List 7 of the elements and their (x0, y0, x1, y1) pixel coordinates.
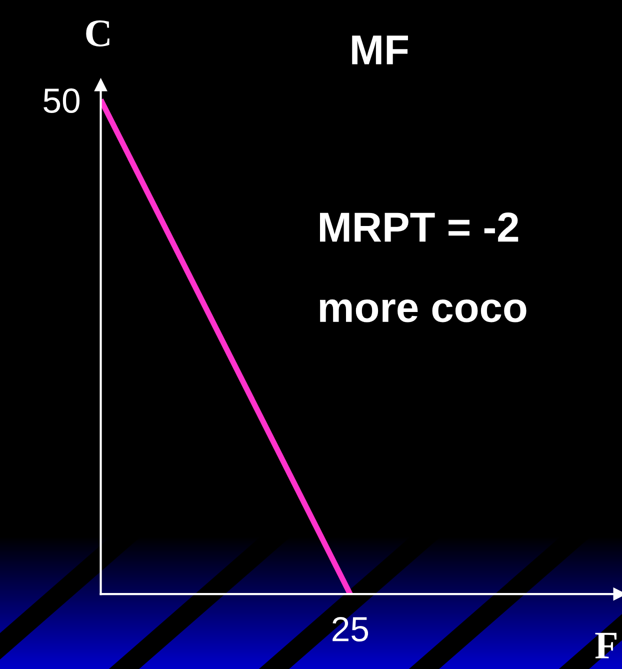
chart-title: MF (352, 36, 408, 64)
x-axis-title: F (595, 632, 616, 658)
y-axis-title: C (86, 20, 110, 47)
text: 25 (332, 616, 368, 642)
annotation: MRPT = -2 (320, 212, 518, 242)
annotation: 50 (44, 88, 80, 114)
annotation: more coco (320, 299, 526, 322)
